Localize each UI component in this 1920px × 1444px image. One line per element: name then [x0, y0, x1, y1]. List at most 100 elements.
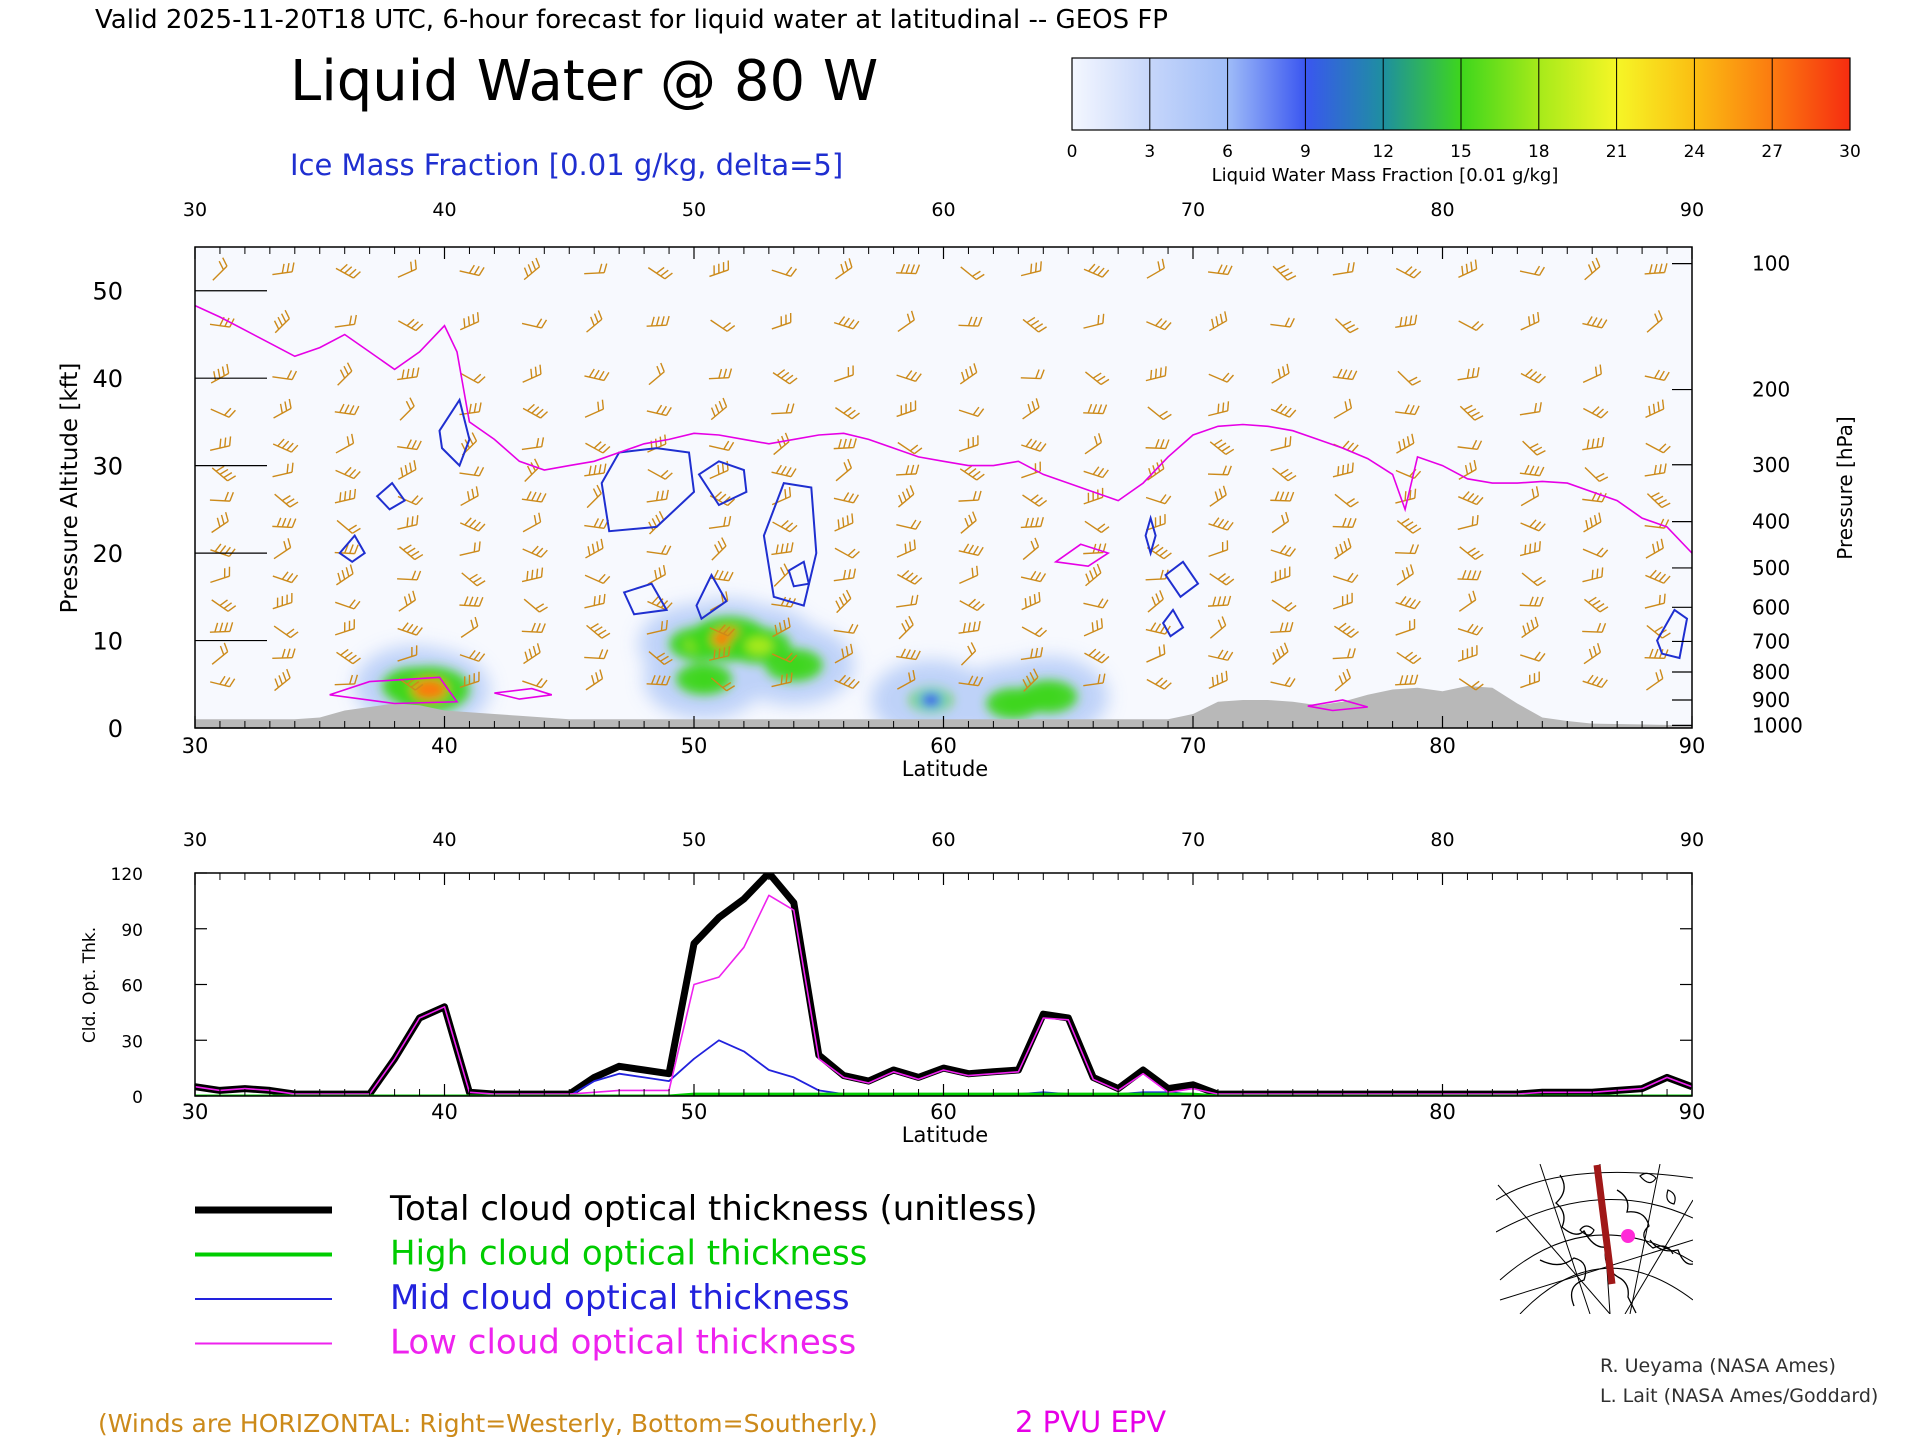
wind-barb: [833, 438, 857, 450]
wind-barb: [397, 439, 422, 451]
wind-barb: [1022, 668, 1039, 692]
y-tick-label: 20: [92, 540, 123, 568]
pressure-tick-label: 300: [1752, 453, 1790, 477]
wind-barb: [1207, 595, 1232, 607]
wind-barb: [648, 362, 665, 386]
wind-barb: [771, 266, 798, 277]
wind-barb: [1646, 669, 1664, 691]
wind-barb: [211, 465, 237, 482]
wind-barb: [585, 669, 604, 691]
wind-barb: [1332, 462, 1354, 478]
wind-barb: [523, 598, 548, 613]
wind-barb: [1396, 433, 1415, 454]
liquid-water-core: [745, 637, 773, 655]
wind-barb: [1644, 593, 1666, 609]
terrain: [195, 686, 1692, 728]
wind-barb: [1457, 569, 1482, 581]
wind-barb: [398, 544, 424, 561]
valid-line: Valid 2025-11-20T18 UTC, 6-hour forecast…: [95, 5, 1168, 35]
epv-contour: [329, 676, 459, 705]
wind-barb: [1207, 465, 1232, 476]
colorbar-segment: [1383, 58, 1462, 130]
wind-barb: [958, 675, 984, 687]
wind-barb: [896, 539, 916, 558]
pressure-tick-label: 600: [1752, 595, 1790, 619]
wind-barb: [1334, 622, 1359, 638]
bottom-x-tick-label-top: 80: [1430, 829, 1454, 851]
wind-barb: [1395, 544, 1420, 555]
wind-barb: [897, 441, 923, 455]
wind-barb: [708, 646, 731, 661]
wind-barb: [772, 617, 791, 638]
wind-barb: [647, 266, 673, 280]
wind-barb: [835, 406, 860, 420]
wind-barb: [1270, 566, 1291, 584]
wind-barb: [1395, 674, 1419, 686]
wind-barb: [711, 537, 727, 561]
wind-barb: [459, 466, 485, 477]
wind-barb: [834, 365, 854, 383]
ice-contour: [438, 397, 471, 468]
x-tick-label: 40: [431, 734, 458, 758]
x-tick-label: 70: [1180, 734, 1207, 758]
wind-barb: [771, 672, 793, 688]
colorbar-segment: [1227, 58, 1306, 130]
wind-barb: [960, 511, 977, 534]
wind-barb: [958, 406, 985, 417]
wind-barb: [1644, 463, 1667, 477]
x-tick-label: 80: [1429, 734, 1456, 758]
wind-barb: [274, 493, 299, 508]
bottom-x-tick-label-top: 40: [432, 829, 456, 851]
wind-barb: [1334, 493, 1359, 508]
wind-barb: [1395, 596, 1421, 610]
wind-barb: [1644, 369, 1670, 381]
wind-barb: [1582, 316, 1608, 329]
colorbar-segment: [1616, 58, 1695, 130]
cross-section-panel: 3030404050506060707080809090010203040501…: [57, 199, 1857, 781]
wind-barb: [1020, 647, 1044, 661]
wind-barb: [1022, 398, 1040, 420]
legend-label-high: High cloud optical thickness: [390, 1234, 867, 1274]
wind-barb: [1208, 517, 1234, 531]
ice-contour: [338, 533, 367, 564]
ice-contour: [600, 447, 696, 533]
x-tick-label-top: 80: [1430, 199, 1454, 221]
wind-barb: [1020, 261, 1042, 277]
wind-barb: [1020, 570, 1047, 583]
wind-barb: [959, 565, 979, 585]
wind-barb: [835, 589, 852, 614]
wind-barb: [399, 397, 415, 421]
wind-barb: [209, 622, 234, 633]
ice-contour: [695, 572, 728, 621]
wind-barb: [1644, 263, 1668, 275]
colorbar-segment: [1694, 58, 1773, 130]
wind-barb: [1520, 671, 1540, 689]
wind-barb: [834, 513, 854, 532]
terrain-fill: [195, 686, 1692, 728]
wind-barb: [272, 462, 294, 478]
wind-barb: [461, 572, 486, 587]
bottom-y-tick-label: 120: [111, 865, 143, 885]
wind-barb: [710, 319, 736, 332]
wind-barb: [335, 263, 361, 279]
wind-barb: [1334, 668, 1352, 692]
colorbar-label: Liquid Water Mass Fraction [0.01 g/kg]: [1212, 165, 1559, 186]
wind-barb: [648, 651, 673, 666]
wind-barb: [896, 594, 919, 608]
wind-barb: [334, 544, 359, 555]
wind-barb: [960, 642, 977, 666]
wind-barb: [273, 625, 299, 639]
wind-barb: [773, 432, 790, 456]
colorbar-tick-label: 30: [1839, 142, 1861, 162]
wind-barb: [272, 370, 298, 381]
wind-barb: [1582, 674, 1608, 689]
liquid-water-field: [354, 598, 1109, 728]
wind-barb: [897, 569, 923, 585]
wind-barb: [397, 367, 420, 381]
pressure-tick-label: 100: [1752, 252, 1790, 276]
wind-barb: [397, 645, 418, 662]
bottom-x-tick-label: 50: [681, 1100, 708, 1124]
wind-barb: [897, 310, 915, 333]
wind-barb: [1333, 592, 1353, 610]
